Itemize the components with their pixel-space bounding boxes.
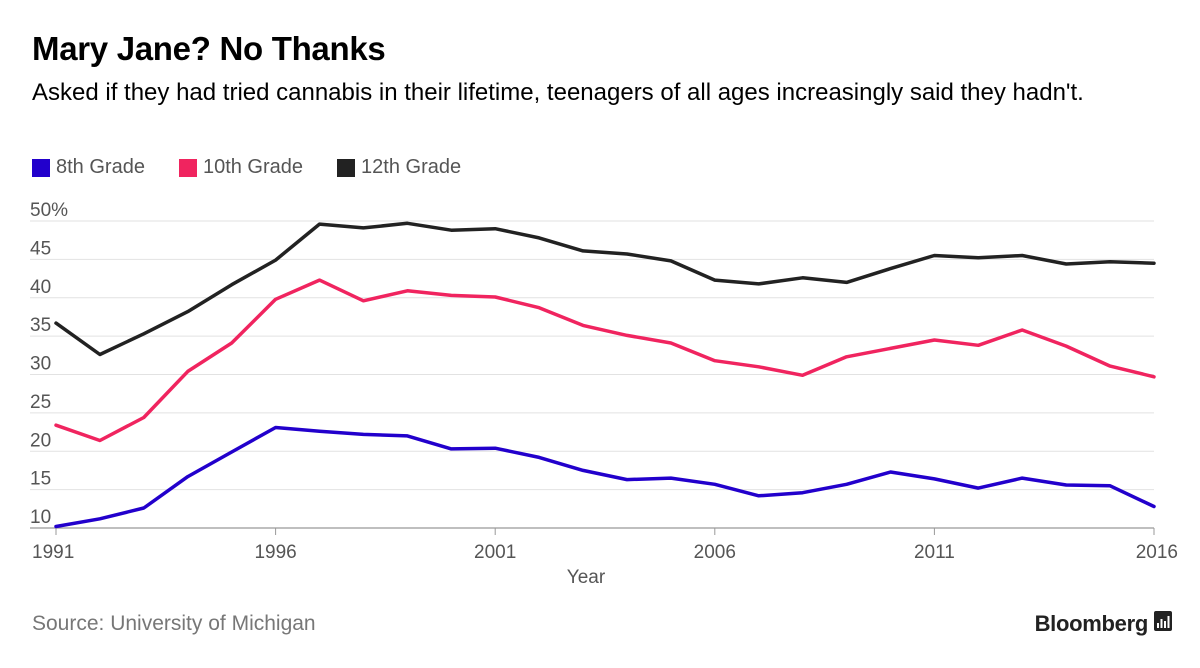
legend-item-8th-grade: 8th Grade <box>32 156 145 179</box>
chart-title: Mary Jane? No Thanks <box>32 30 386 67</box>
legend-label-12th-grade: 12th Grade <box>361 156 462 178</box>
source-note: Source: University of Michigan <box>32 612 316 635</box>
legend-item-12th-grade: 12th Grade <box>337 156 461 179</box>
chart-subtitle: Asked if they had tried cannabis in thei… <box>32 79 1084 106</box>
legend-label-10th-grade: 10th Grade <box>202 156 304 178</box>
legend-item-10th-grade: 10th Grade <box>178 156 304 179</box>
legend-label-8th-grade: 8th Grade <box>56 156 145 178</box>
y-axis-ticks: 10 15 20 25 30 35 40 45 50% <box>30 200 68 528</box>
series-line-12th-grade <box>54 221 1156 357</box>
y-tick-label: 45 <box>30 238 51 259</box>
gridlines <box>30 220 1154 529</box>
x-tick-label: 2006 <box>694 542 736 563</box>
y-tick-label: 20 <box>30 430 51 451</box>
y-tick-label: 15 <box>30 469 51 490</box>
series-line-10th-grade <box>54 278 1156 443</box>
x-tick-label: 2001 <box>474 542 516 563</box>
legend-swatch-8th-grade <box>32 158 50 177</box>
series-lines <box>54 221 1156 529</box>
y-tick-label: 50% <box>30 200 68 221</box>
y-tick-label: 40 <box>30 277 51 298</box>
x-axis-label: Year <box>567 567 606 588</box>
y-tick-label: 30 <box>30 354 51 375</box>
legend-swatch-10th-grade <box>178 158 197 177</box>
y-tick-label: 25 <box>30 392 51 413</box>
bloomberg-chart-icon <box>1154 611 1172 637</box>
brand-logo: Bloomberg <box>1035 611 1172 637</box>
x-tick-label: 2016 <box>1136 542 1178 563</box>
x-axis-ticks: 1991 1996 2001 2006 2011 2016 <box>32 528 1178 563</box>
x-tick-label: 2011 <box>914 542 955 563</box>
x-tick-label: 1991 <box>32 542 74 563</box>
brand-name: Bloomberg <box>1034 611 1149 636</box>
line-chart: 10 15 20 25 30 35 40 45 50% 1991 1996 2001 2006 2011… <box>30 200 1178 588</box>
y-tick-label: 35 <box>30 315 51 336</box>
legend: 8th Grade 10th Grade 12th Grade <box>32 156 495 179</box>
legend-swatch-12th-grade <box>337 158 356 177</box>
y-tick-label: 10 <box>30 507 51 528</box>
x-tick-label: 1996 <box>254 542 296 563</box>
series-line-8th-grade <box>54 425 1156 529</box>
